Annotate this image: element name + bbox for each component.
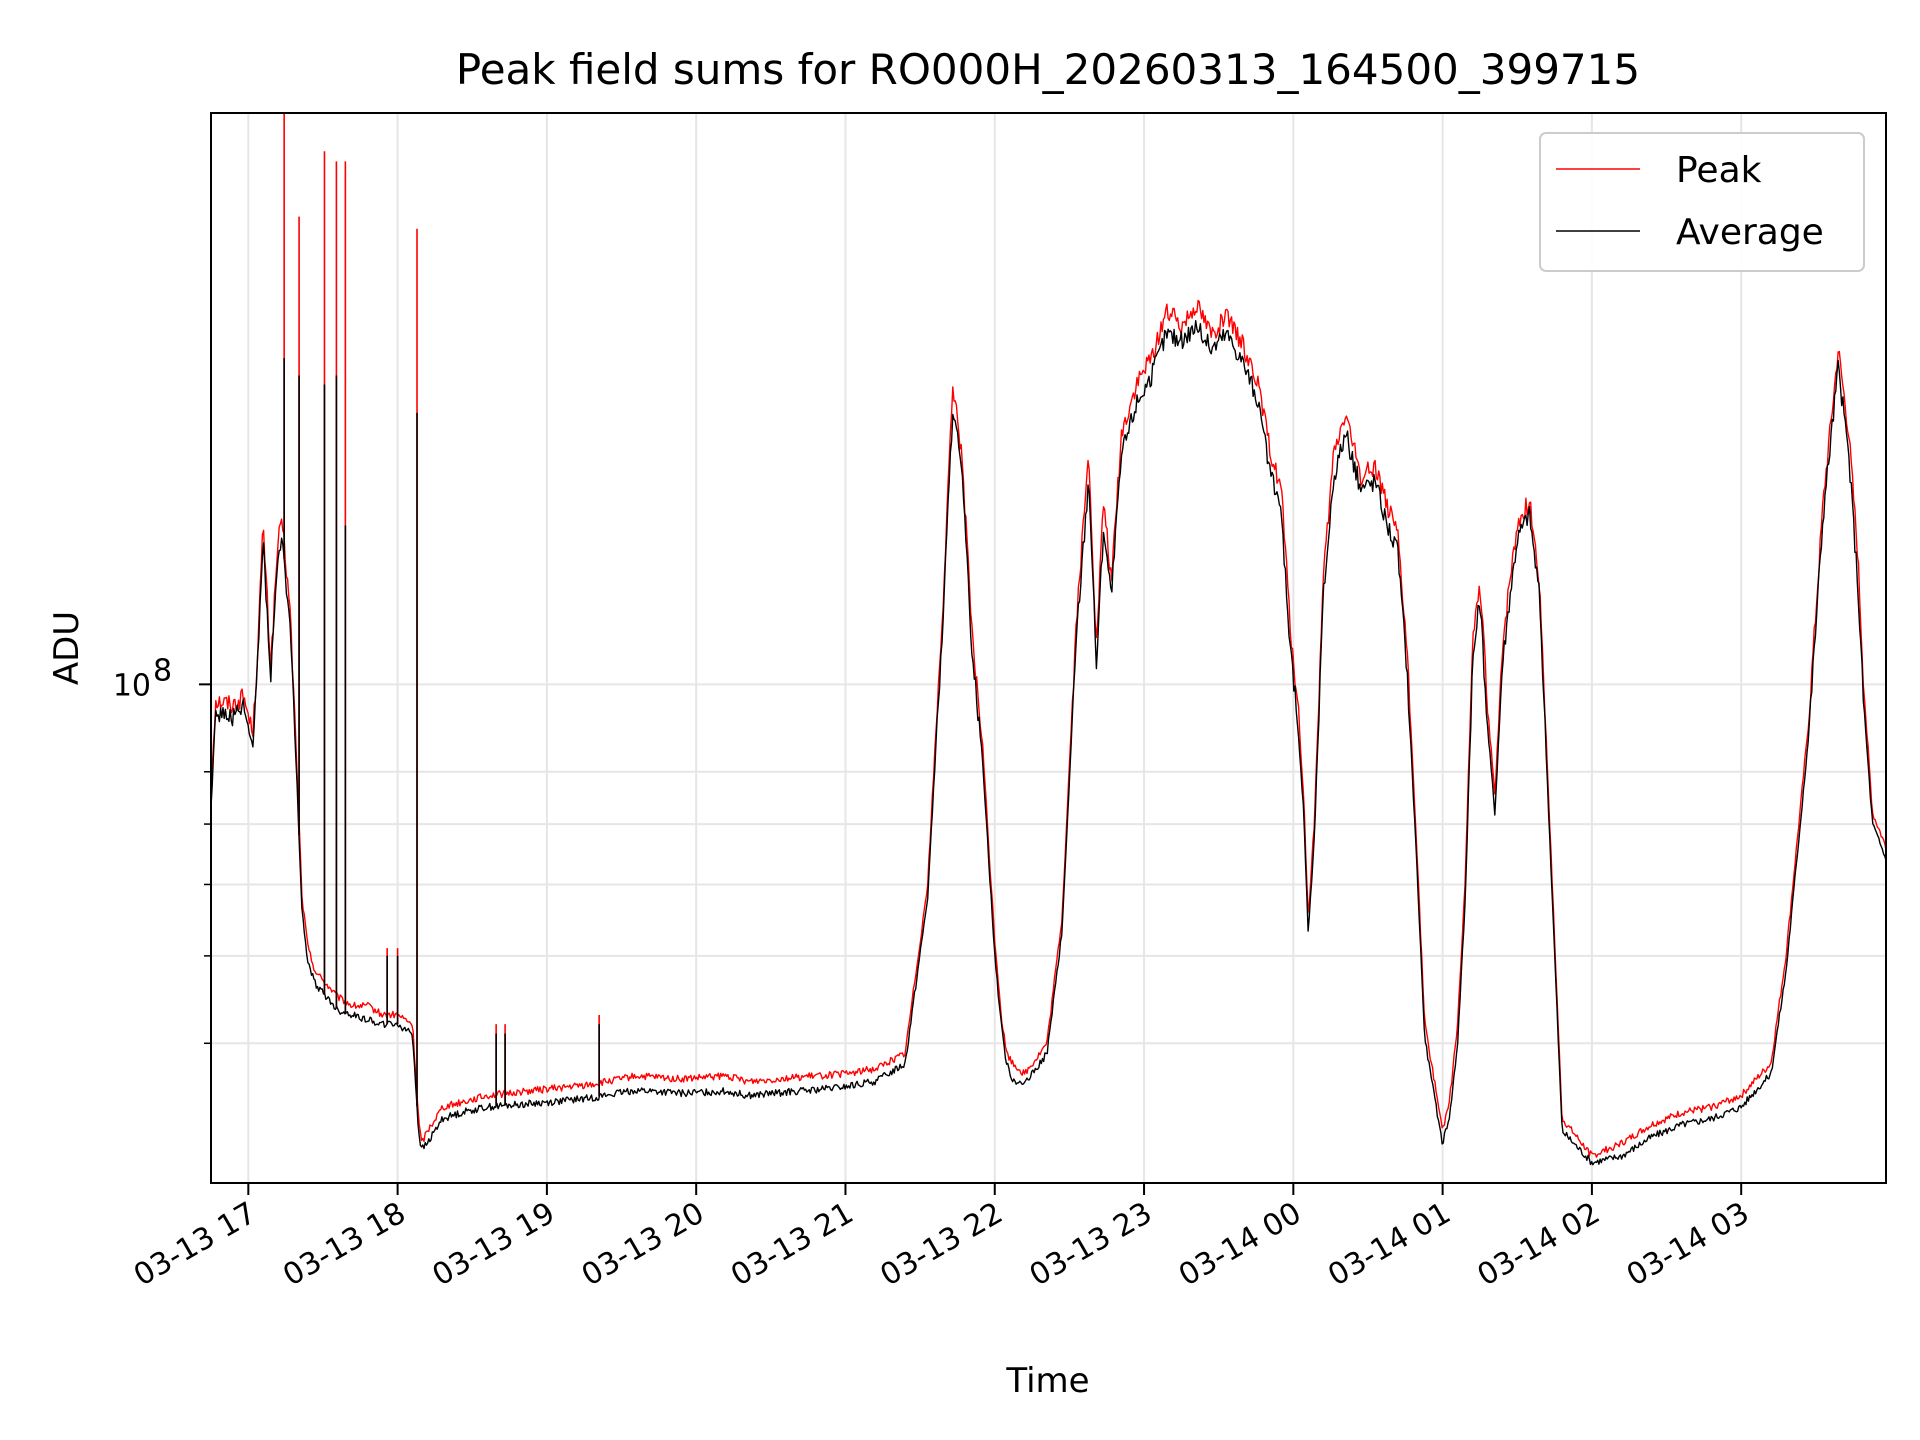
series-layer	[211, 113, 1886, 1166]
chart-title: Peak field sums for RO000H_20260313_1645…	[456, 45, 1640, 94]
y-axis-ticks: 10 8	[113, 653, 211, 1045]
grid	[211, 113, 1886, 1183]
legend-label-average: Average	[1676, 212, 1824, 253]
legend: Peak Average	[1539, 132, 1865, 272]
x-axis-label: Time	[1005, 1361, 1089, 1401]
y-tick-label: 10	[113, 668, 151, 703]
y-tick-label-exponent: 8	[153, 653, 172, 688]
legend-label-peak: Peak	[1676, 150, 1762, 191]
plot-area	[211, 113, 1886, 1183]
y-axis-label: ADU	[47, 611, 87, 685]
series-line-average	[211, 320, 1886, 1166]
plot-frame	[210, 112, 1887, 1184]
series-line-peak	[211, 299, 1886, 1158]
legend-box	[1539, 132, 1865, 272]
